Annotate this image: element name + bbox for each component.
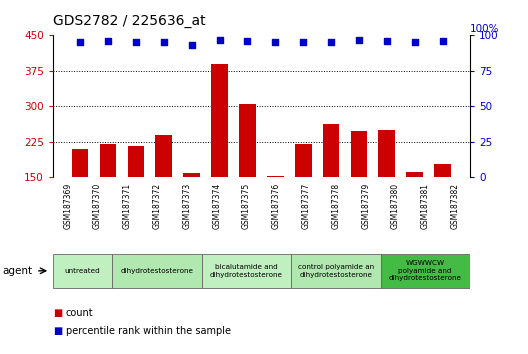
Bar xyxy=(183,173,200,248)
Text: bicalutamide and
dihydrotestosterone: bicalutamide and dihydrotestosterone xyxy=(210,264,283,278)
Text: GSM187376: GSM187376 xyxy=(272,183,281,229)
Bar xyxy=(128,146,144,248)
Point xyxy=(104,38,112,44)
Bar xyxy=(211,64,228,248)
Text: GSM187373: GSM187373 xyxy=(182,183,191,229)
Bar xyxy=(53,254,112,288)
Text: GSM187372: GSM187372 xyxy=(153,183,162,229)
Text: GSM187375: GSM187375 xyxy=(242,183,251,229)
Bar xyxy=(351,131,367,248)
Point xyxy=(438,38,447,44)
Text: dihydrotestosterone: dihydrotestosterone xyxy=(120,268,194,274)
Point xyxy=(76,40,84,45)
Point xyxy=(271,40,279,45)
Text: GSM187369: GSM187369 xyxy=(63,183,72,229)
Text: GSM187382: GSM187382 xyxy=(450,183,459,229)
Text: GSM187378: GSM187378 xyxy=(332,183,341,229)
Text: count: count xyxy=(66,308,93,318)
Text: WGWWCW
polyamide and
dihydrotestosterone: WGWWCW polyamide and dihydrotestosterone xyxy=(389,260,461,281)
Bar xyxy=(72,149,89,248)
Text: control polyamide an
dihydrotestosterone: control polyamide an dihydrotestosterone xyxy=(298,264,374,278)
Text: GDS2782 / 225636_at: GDS2782 / 225636_at xyxy=(53,14,205,28)
Bar xyxy=(100,144,116,248)
Point xyxy=(410,40,419,45)
Bar xyxy=(407,172,423,248)
Text: GSM187370: GSM187370 xyxy=(93,183,102,229)
Bar xyxy=(379,130,395,248)
Point xyxy=(215,37,224,42)
Bar xyxy=(323,124,340,248)
Text: ■: ■ xyxy=(53,308,62,318)
Point xyxy=(383,38,391,44)
Bar xyxy=(267,176,284,248)
Bar xyxy=(239,104,256,248)
Bar xyxy=(295,144,312,248)
Text: GSM187380: GSM187380 xyxy=(391,183,400,229)
Bar xyxy=(202,254,291,288)
Bar xyxy=(112,254,202,288)
Text: ■: ■ xyxy=(53,326,62,336)
Text: 100%: 100% xyxy=(470,24,499,34)
Point xyxy=(299,40,307,45)
Bar xyxy=(434,164,451,248)
Point xyxy=(327,40,335,45)
Text: agent: agent xyxy=(3,266,33,276)
Text: GSM187377: GSM187377 xyxy=(301,183,310,229)
Text: percentile rank within the sample: percentile rank within the sample xyxy=(66,326,231,336)
Point xyxy=(355,37,363,42)
Point xyxy=(159,40,168,45)
Bar xyxy=(155,135,172,248)
Text: GSM187374: GSM187374 xyxy=(212,183,221,229)
Text: GSM187381: GSM187381 xyxy=(421,183,430,229)
Point xyxy=(131,40,140,45)
Point xyxy=(187,42,196,48)
Bar xyxy=(291,254,381,288)
Text: GSM187379: GSM187379 xyxy=(361,183,370,229)
Point xyxy=(243,38,252,44)
Text: untreated: untreated xyxy=(65,268,100,274)
Bar xyxy=(381,254,470,288)
Text: GSM187371: GSM187371 xyxy=(123,183,132,229)
